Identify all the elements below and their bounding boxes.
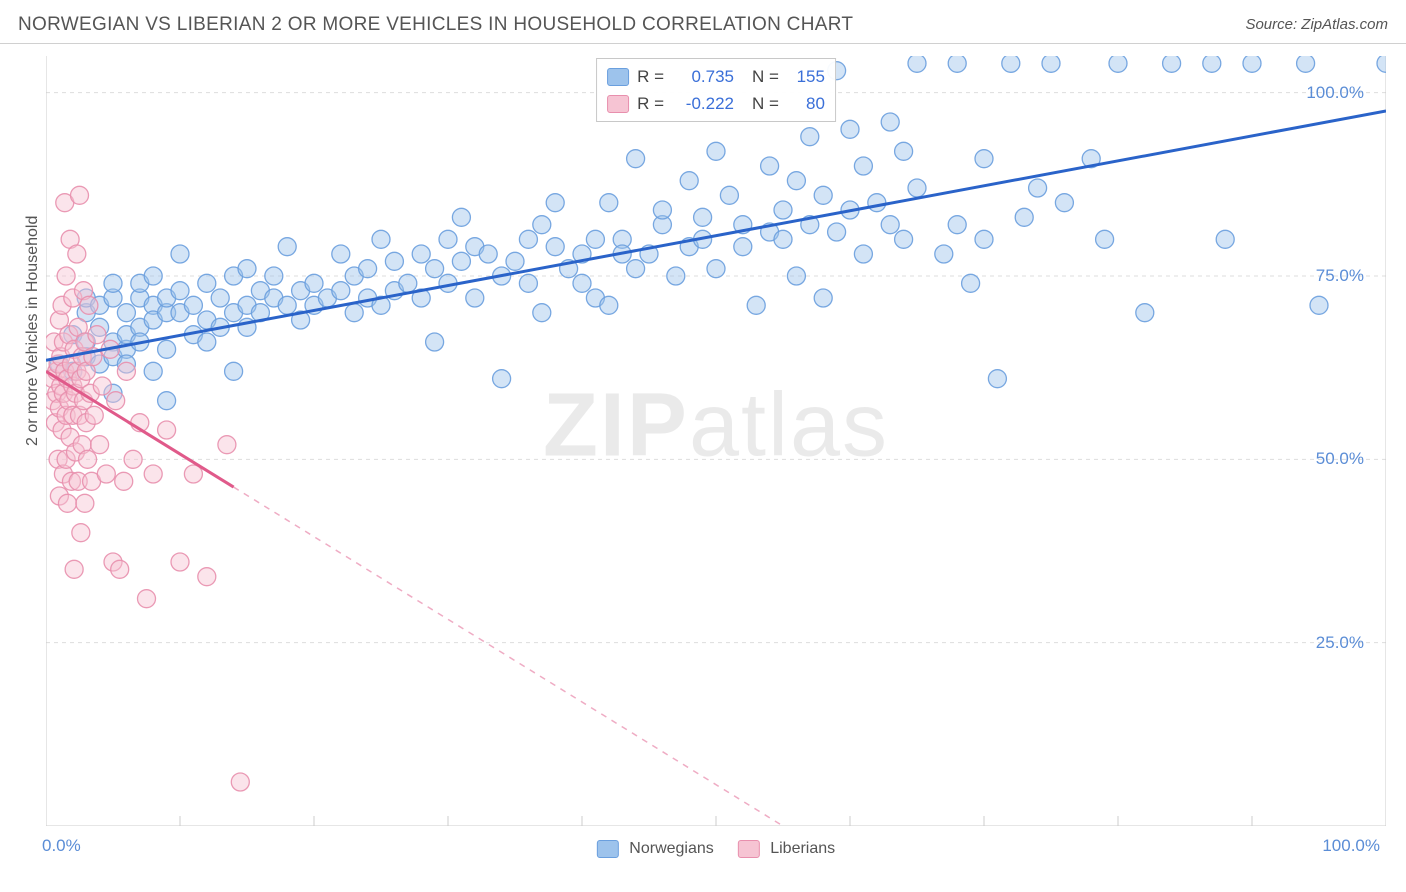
- r-label: R =: [637, 90, 664, 117]
- stats-swatch-pink: [607, 95, 629, 113]
- chart-header: NORWEGIAN VS LIBERIAN 2 OR MORE VEHICLES…: [0, 0, 1406, 44]
- legend-swatch-pink: [738, 840, 760, 858]
- n-label: N =: [752, 90, 779, 117]
- y-tick-75: 75.0%: [1316, 266, 1364, 286]
- legend-label-liberians: Liberians: [770, 840, 835, 857]
- source-attribution: Source: ZipAtlas.com: [1245, 16, 1388, 33]
- chart-area: 2 or more Vehicles in Household ZIPatlas…: [46, 56, 1386, 826]
- stats-row-liberians: R = -0.222 N = 80: [607, 90, 825, 117]
- x-tick-0: 0.0%: [42, 836, 81, 856]
- r-label: R =: [637, 63, 664, 90]
- chart-title: NORWEGIAN VS LIBERIAN 2 OR MORE VEHICLES…: [18, 14, 853, 36]
- legend-item-norwegians: Norwegians: [597, 840, 714, 858]
- y-tick-50: 50.0%: [1316, 449, 1364, 469]
- stats-row-norwegians: R = 0.735 N = 155: [607, 63, 825, 90]
- y-tick-100: 100.0%: [1306, 83, 1364, 103]
- n-label: N =: [752, 63, 779, 90]
- x-tick-100: 100.0%: [1322, 836, 1380, 856]
- legend-item-liberians: Liberians: [738, 840, 835, 858]
- y-tick-25: 25.0%: [1316, 633, 1364, 653]
- legend: Norwegians Liberians: [597, 840, 835, 858]
- r-value-liberians: -0.222: [672, 90, 734, 117]
- n-value-liberians: 80: [787, 90, 825, 117]
- n-value-norwegians: 155: [787, 63, 825, 90]
- y-axis-label: 2 or more Vehicles in Household: [24, 216, 42, 446]
- r-value-norwegians: 0.735: [672, 63, 734, 90]
- correlation-stats-box: R = 0.735 N = 155 R = -0.222 N = 80: [596, 58, 836, 122]
- legend-label-norwegians: Norwegians: [629, 840, 713, 857]
- legend-swatch-blue: [597, 840, 619, 858]
- stats-swatch-blue: [607, 68, 629, 86]
- scatter-plot: [46, 56, 1386, 826]
